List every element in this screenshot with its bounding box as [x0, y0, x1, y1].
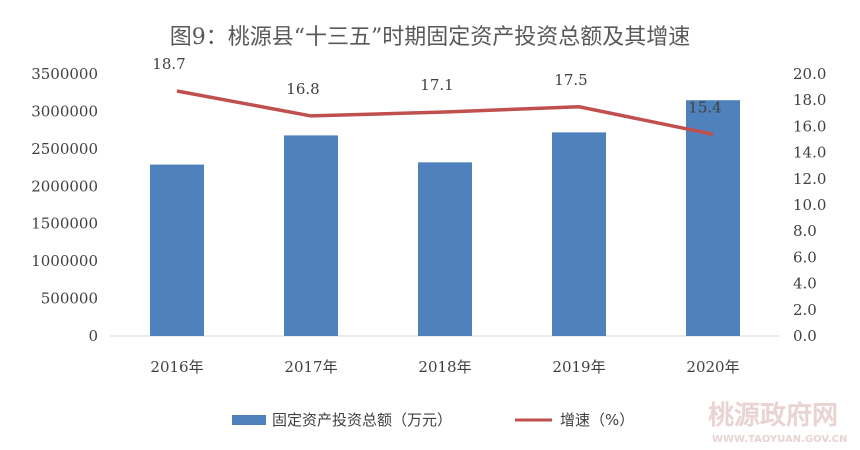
- x-tick-label: 2020年: [686, 358, 739, 376]
- right-axis: 0.0 2.0 4.0 6.0 8.0 10.0 12.0 14.0 16.0 18.0 20.0: [793, 65, 826, 345]
- y-left-tick-label: 3000000: [31, 102, 98, 120]
- watermark-main: 桃源政府网: [708, 400, 838, 431]
- y-right-tick-label: 14.0: [793, 144, 826, 162]
- line-data-label: 17.1: [420, 76, 453, 94]
- x-tick-label: 2016年: [150, 358, 203, 376]
- legend-label-bar: 固定资产投资总额（万元）: [272, 411, 452, 429]
- y-left-tick-label: 3500000: [31, 65, 98, 83]
- y-right-tick-label: 6.0: [793, 248, 817, 266]
- x-tick-label: 2019年: [552, 358, 605, 376]
- line-data-label: 17.5: [554, 71, 587, 89]
- legend-label-line: 增速（%）: [560, 411, 634, 429]
- y-right-tick-label: 20.0: [793, 65, 826, 83]
- bar: [552, 132, 606, 336]
- line-data-label: 18.7: [152, 55, 185, 73]
- bar: [686, 100, 740, 336]
- left-axis: 0 500000 1000000 1500000 2000000 2500000 30000…: [31, 65, 98, 345]
- watermark-sub: WWW.TAOYUAN.GOV.CN: [712, 434, 847, 445]
- bar-series: [150, 100, 740, 336]
- y-left-tick-label: 1000000: [31, 252, 98, 270]
- y-left-tick-label: 1500000: [31, 215, 98, 233]
- y-left-tick-label: 2000000: [31, 177, 98, 195]
- y-right-tick-label: 2.0: [793, 301, 817, 319]
- line-data-label: 16.8: [286, 80, 319, 98]
- y-right-tick-label: 8.0: [793, 222, 817, 240]
- category-labels: 2016年 2017年 2018年 2019年 2020年: [150, 358, 739, 376]
- line-series: 18.7 16.8 17.1 17.5 15.4: [152, 55, 722, 136]
- chart-title: 图9：桃源县“十三五”时期固定资产投资总额及其增速: [170, 25, 691, 50]
- growth-line: [176, 89, 714, 136]
- y-right-tick-label: 4.0: [793, 275, 817, 293]
- y-left-tick-label: 2500000: [31, 140, 98, 158]
- y-right-tick-label: 12.0: [793, 170, 826, 188]
- y-left-tick-label: 500000: [41, 290, 98, 308]
- legend: 固定资产投资总额（万元） 增速（%）: [232, 411, 634, 429]
- x-tick-label: 2018年: [418, 358, 471, 376]
- watermark: 桃源政府网 WWW.TAOYUAN.GOV.CN: [708, 400, 847, 445]
- bar: [418, 162, 472, 336]
- x-tick-label: 2017年: [284, 358, 337, 376]
- legend-swatch-bar: [232, 415, 266, 425]
- line-data-label: 15.4: [688, 98, 721, 116]
- bar: [284, 135, 338, 336]
- y-right-tick-label: 0.0: [793, 327, 817, 345]
- y-right-tick-label: 16.0: [793, 117, 826, 135]
- y-left-tick-label: 0: [88, 327, 98, 345]
- y-right-tick-label: 18.0: [793, 91, 826, 109]
- bar: [150, 164, 204, 336]
- y-right-tick-label: 10.0: [793, 196, 826, 214]
